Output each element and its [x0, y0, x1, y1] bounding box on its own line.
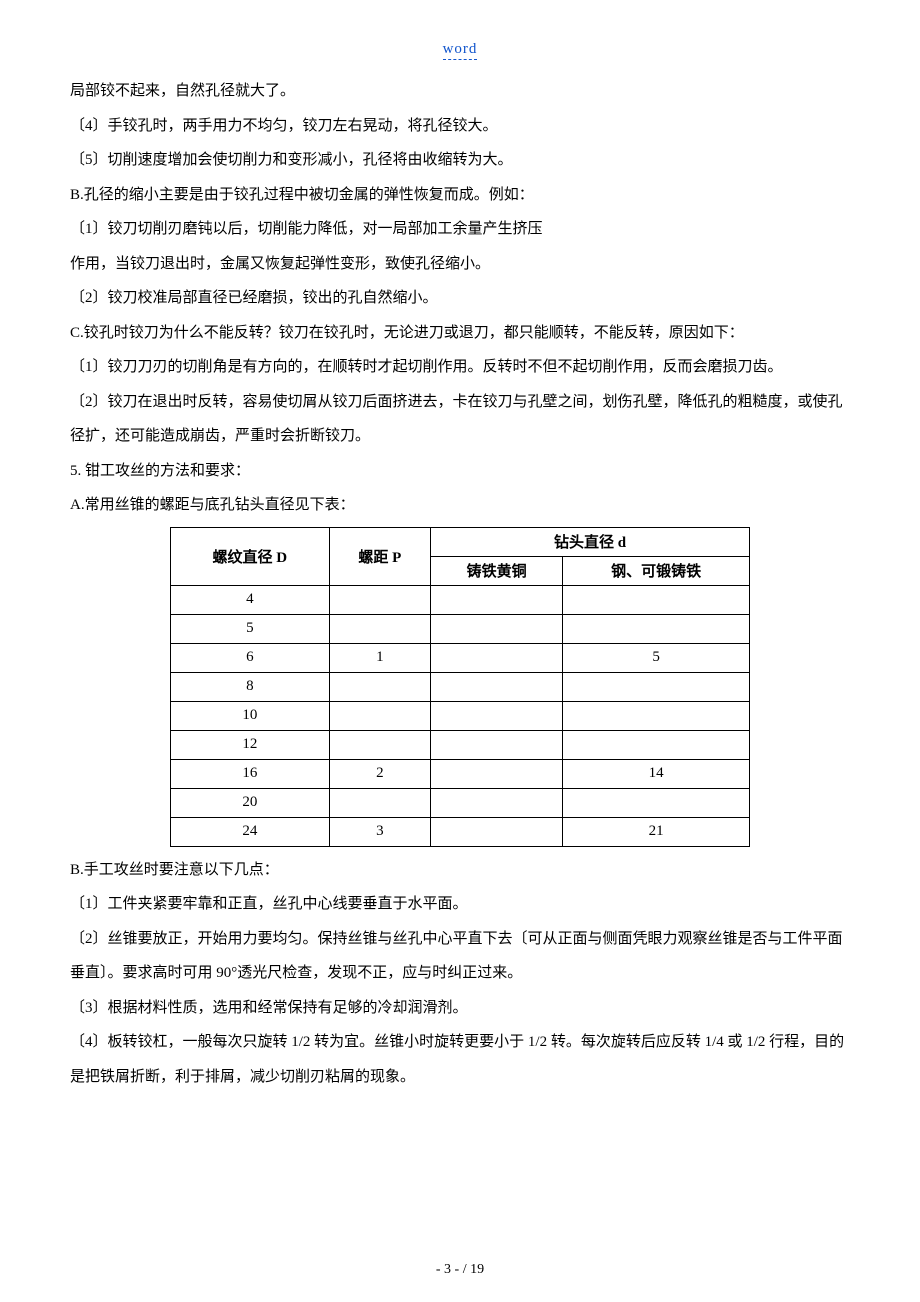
cell: 16 [171, 759, 330, 788]
cell [431, 701, 563, 730]
cell [329, 585, 430, 614]
cell: 21 [563, 817, 750, 846]
paragraph: 〔2〕铰刀在退出时反转，容易使切屑从铰刀后面挤进去，卡在铰刀与孔壁之间，划伤孔壁… [70, 385, 850, 454]
cell [329, 788, 430, 817]
table-row: 12 [171, 730, 750, 759]
table-row: 4 [171, 585, 750, 614]
cell [563, 788, 750, 817]
body-after-table: B.手工攻丝时要注意以下几点： 〔1〕工件夹紧要牢靠和正直，丝孔中心线要垂直于水… [70, 853, 850, 1095]
cell: 4 [171, 585, 330, 614]
page-header: word [70, 40, 850, 58]
col-header-drill: 钻头直径 d [431, 527, 750, 556]
cell: 2 [329, 759, 430, 788]
body-before-table: 局部铰不起来，自然孔径就大了。 〔4〕手铰孔时，两手用力不均匀，铰刀左右晃动，将… [70, 74, 850, 523]
page-container: word 局部铰不起来，自然孔径就大了。 〔4〕手铰孔时，两手用力不均匀，铰刀左… [0, 0, 920, 1302]
page-footer: - 3 - / 19 [0, 1262, 920, 1278]
col-header-pitch: 螺距 P [329, 527, 430, 585]
paragraph: 〔4〕板转铰杠，一般每次只旋转 1/2 转为宜。丝锥小时旋转更要小于 1/2 转… [70, 1025, 850, 1094]
paragraph: 作用，当铰刀退出时，金属又恢复起弹性变形，致使孔径缩小。 [70, 247, 850, 282]
paragraph: 〔3〕根据材料性质，选用和经常保持有足够的冷却润滑剂。 [70, 991, 850, 1026]
cell [563, 730, 750, 759]
cell [431, 788, 563, 817]
cell [329, 672, 430, 701]
cell: 5 [563, 643, 750, 672]
table-row: 8 [171, 672, 750, 701]
header-link[interactable]: word [443, 41, 478, 60]
cell: 24 [171, 817, 330, 846]
paragraph: 〔1〕铰刀切削刃磨钝以后，切削能力降低，对一局部加工余量产生挤压 [70, 212, 850, 247]
cell: 5 [171, 614, 330, 643]
cell: 3 [329, 817, 430, 846]
cell [431, 585, 563, 614]
paragraph: B.孔径的缩小主要是由于铰孔过程中被切金属的弹性恢复而成。例如： [70, 178, 850, 213]
table-header-row-1: 螺纹直径 D 螺距 P 钻头直径 d [171, 527, 750, 556]
cell [329, 730, 430, 759]
paragraph: C.铰孔时铰刀为什么不能反转？铰刀在铰孔时，无论进刀或退刀，都只能顺转，不能反转… [70, 316, 850, 351]
cell [563, 672, 750, 701]
cell [431, 759, 563, 788]
cell [431, 730, 563, 759]
cell: 12 [171, 730, 330, 759]
cell: 14 [563, 759, 750, 788]
col-header-steel: 钢、可锻铸铁 [563, 556, 750, 585]
col-header-castiron: 铸铁黄铜 [431, 556, 563, 585]
cell: 20 [171, 788, 330, 817]
paragraph: 〔4〕手铰孔时，两手用力不均匀，铰刀左右晃动，将孔径铰大。 [70, 109, 850, 144]
paragraph: 〔2〕铰刀校准局部直径已经磨损，铰出的孔自然缩小。 [70, 281, 850, 316]
cell: 1 [329, 643, 430, 672]
cell [563, 585, 750, 614]
paragraph: B.手工攻丝时要注意以下几点： [70, 853, 850, 888]
table-row: 10 [171, 701, 750, 730]
paragraph: 5. 钳工攻丝的方法和要求： [70, 454, 850, 489]
cell [431, 614, 563, 643]
cell [431, 672, 563, 701]
col-header-diameter: 螺纹直径 D [171, 527, 330, 585]
table-row: 5 [171, 614, 750, 643]
paragraph: 〔5〕切削速度增加会使切削力和变形减小，孔径将由收缩转为大。 [70, 143, 850, 178]
table-row: 20 [171, 788, 750, 817]
cell [563, 701, 750, 730]
table-row: 16 2 14 [171, 759, 750, 788]
cell [329, 701, 430, 730]
table-row: 6 1 5 [171, 643, 750, 672]
cell: 8 [171, 672, 330, 701]
cell [431, 643, 563, 672]
paragraph: 〔1〕铰刀刀刃的切削角是有方向的，在顺转时才起切削作用。反转时不但不起切削作用，… [70, 350, 850, 385]
paragraph: A.常用丝锥的螺距与底孔钻头直径见下表： [70, 488, 850, 523]
thread-pitch-table: 螺纹直径 D 螺距 P 钻头直径 d 铸铁黄铜 钢、可锻铸铁 4 5 6 1 5 [170, 527, 750, 847]
cell [563, 614, 750, 643]
paragraph: 〔1〕工件夹紧要牢靠和正直，丝孔中心线要垂直于水平面。 [70, 887, 850, 922]
table-row: 24 3 21 [171, 817, 750, 846]
paragraph: 局部铰不起来，自然孔径就大了。 [70, 74, 850, 109]
cell: 6 [171, 643, 330, 672]
paragraph: 〔2〕丝锥要放正，开始用力要均匀。保持丝锥与丝孔中心平直下去〔可从正面与侧面凭眼… [70, 922, 850, 991]
cell: 10 [171, 701, 330, 730]
cell [431, 817, 563, 846]
cell [329, 614, 430, 643]
